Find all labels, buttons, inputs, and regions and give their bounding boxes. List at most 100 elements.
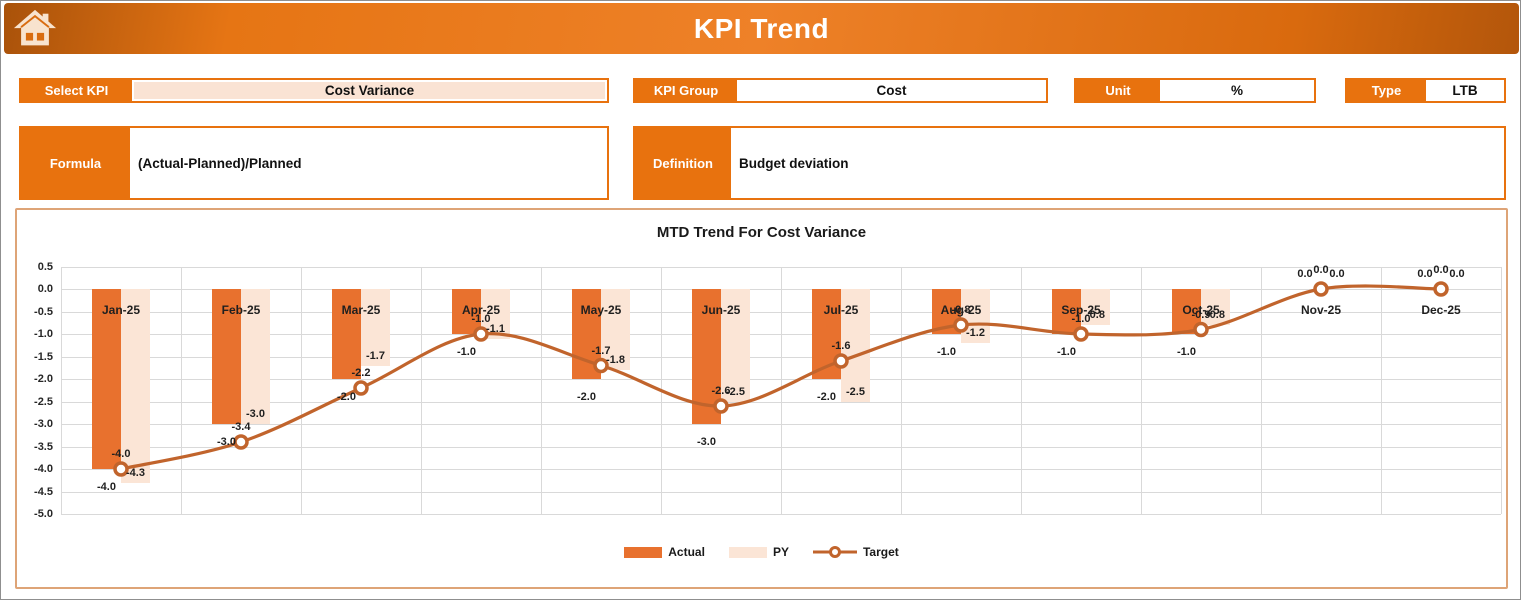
data-label-target: 0.0 bbox=[1433, 264, 1449, 276]
y-axis-tick-label: -5.0 bbox=[34, 508, 53, 520]
month-label: Jul-25 bbox=[823, 303, 859, 317]
definition-label: Definition bbox=[635, 128, 731, 198]
data-label-actual: -2.0 bbox=[337, 391, 356, 403]
legend-label-py: PY bbox=[772, 545, 789, 559]
type-label: Type bbox=[1347, 80, 1426, 101]
data-label-target: -0.8 bbox=[951, 304, 971, 316]
month-label: Feb-25 bbox=[221, 303, 261, 317]
formula-label: Formula bbox=[21, 128, 130, 198]
y-axis-tick-label: 0.0 bbox=[37, 283, 53, 295]
legend-label-target: Target bbox=[862, 545, 899, 559]
v-gridline bbox=[541, 266, 542, 514]
y-axis-tick-label: -3.5 bbox=[34, 440, 53, 453]
legend-label-actual: Actual bbox=[668, 545, 705, 559]
data-label-target: -0.9 bbox=[1191, 308, 1211, 321]
v-gridline bbox=[1141, 266, 1142, 514]
month-label: Jun-25 bbox=[701, 303, 741, 317]
v-gridline bbox=[1261, 266, 1262, 514]
y-axis-tick-label: -2.5 bbox=[34, 395, 53, 408]
data-label-actual: -1.0 bbox=[457, 346, 476, 358]
data-label-target: -2.2 bbox=[351, 367, 371, 379]
legend-swatch-actual bbox=[624, 546, 663, 558]
month-label: Mar-25 bbox=[341, 303, 381, 317]
type-value: LTB bbox=[1426, 80, 1504, 101]
data-label-target: -1.0 bbox=[471, 313, 491, 325]
unit-label: Unit bbox=[1076, 80, 1160, 101]
h-gridline bbox=[61, 514, 1501, 515]
v-gridline bbox=[1501, 266, 1502, 514]
kpi-group-field: KPI Group Cost bbox=[633, 78, 1048, 103]
bar-actual bbox=[92, 289, 121, 469]
formula-field: Formula (Actual-Planned)/Planned bbox=[19, 126, 609, 200]
chart-plot-area: 0.5 0.0 -0.5 -1.0 -1.5 -2.0 -2.5 -3.0 -3.5 -4.0 -4… bbox=[17, 210, 1506, 587]
unit-field: Unit % bbox=[1074, 78, 1316, 103]
v-gridline bbox=[901, 266, 902, 514]
definition-field: Definition Budget deviation bbox=[633, 126, 1506, 200]
kpi-trend-chart: MTD Trend For Cost Variance 0.5 0.0 -0.5 -1… bbox=[15, 208, 1508, 589]
month-label: Jan-25 bbox=[101, 303, 141, 317]
data-label-actual: -1.0 bbox=[1057, 346, 1076, 358]
page-title: KPI Trend bbox=[693, 12, 830, 44]
legend-item-py: PY bbox=[728, 545, 789, 559]
v-gridline bbox=[661, 266, 662, 514]
data-label-actual: 0.0 bbox=[1297, 268, 1313, 280]
kpi-group-value: Cost bbox=[737, 80, 1046, 101]
data-label-target: -2.6 bbox=[711, 385, 731, 397]
definition-value: Budget deviation bbox=[731, 128, 1504, 198]
data-label-actual: -4.0 bbox=[97, 481, 116, 493]
legend-swatch-py bbox=[728, 546, 767, 558]
v-gridline bbox=[301, 266, 302, 514]
v-gridline bbox=[61, 266, 62, 514]
month-label: Nov-25 bbox=[1300, 303, 1341, 317]
data-label-target: -4.0 bbox=[111, 448, 131, 460]
y-axis-tick-label: -4.5 bbox=[34, 485, 53, 498]
data-label-py: -3.0 bbox=[246, 408, 265, 420]
data-label-target: -1.7 bbox=[591, 344, 611, 357]
v-gridline bbox=[181, 266, 182, 514]
home-icon bbox=[13, 9, 57, 46]
data-label-actual: -1.0 bbox=[1177, 346, 1196, 358]
select-kpi-label: Select KPI bbox=[21, 80, 132, 101]
month-label: May-25 bbox=[580, 303, 622, 317]
type-field: Type LTB bbox=[1345, 78, 1506, 103]
y-axis-tick-label: -2.0 bbox=[34, 373, 53, 385]
data-label-py: -1.7 bbox=[366, 349, 385, 362]
data-label-target: -3.4 bbox=[231, 421, 251, 433]
y-axis-tick-label: -3.0 bbox=[34, 418, 53, 430]
data-label-target: -1.0 bbox=[1071, 313, 1091, 325]
chart-title: MTD Trend For Cost Variance bbox=[656, 224, 867, 241]
data-label-actual: -1.0 bbox=[937, 346, 956, 358]
chart-legend: Actual PY Target bbox=[17, 545, 1506, 559]
select-kpi-value[interactable]: Cost Variance bbox=[132, 80, 607, 101]
legend-item-target: Target bbox=[812, 545, 899, 559]
y-axis-tick-label: 0.5 bbox=[37, 260, 53, 273]
formula-value: (Actual-Planned)/Planned bbox=[130, 128, 607, 198]
data-label-target: 0.0 bbox=[1313, 264, 1329, 276]
data-label-actual: -3.0 bbox=[697, 436, 716, 448]
data-label-target: -1.6 bbox=[831, 340, 851, 352]
kpi-group-label: KPI Group bbox=[635, 80, 737, 101]
data-label-actual: -2.0 bbox=[577, 391, 596, 403]
data-label-py: 0.0 bbox=[1329, 268, 1345, 280]
month-label: Dec-25 bbox=[1421, 303, 1461, 317]
v-gridline bbox=[1381, 266, 1382, 514]
unit-value: % bbox=[1160, 80, 1314, 101]
data-label-actual: 0.0 bbox=[1417, 268, 1433, 280]
header-bar: KPI Trend bbox=[4, 3, 1519, 54]
home-button[interactable] bbox=[12, 7, 58, 53]
y-axis-tick-label: -0.5 bbox=[34, 305, 53, 318]
data-label-py: -2.5 bbox=[846, 385, 865, 398]
v-gridline bbox=[1021, 266, 1022, 514]
y-axis-tick-label: -4.0 bbox=[34, 463, 53, 475]
v-gridline bbox=[421, 266, 422, 514]
legend-item-actual: Actual bbox=[624, 545, 705, 559]
data-label-actual: -3.0 bbox=[217, 436, 236, 448]
data-label-py: 0.0 bbox=[1449, 268, 1465, 280]
legend-swatch-target bbox=[812, 546, 857, 558]
y-axis-tick-label: -1.5 bbox=[34, 350, 53, 363]
data-label-py: -1.2 bbox=[966, 327, 985, 339]
select-kpi-field: Select KPI Cost Variance bbox=[19, 78, 609, 103]
y-axis-tick-label: -1.0 bbox=[34, 328, 53, 340]
v-gridline bbox=[781, 266, 782, 514]
